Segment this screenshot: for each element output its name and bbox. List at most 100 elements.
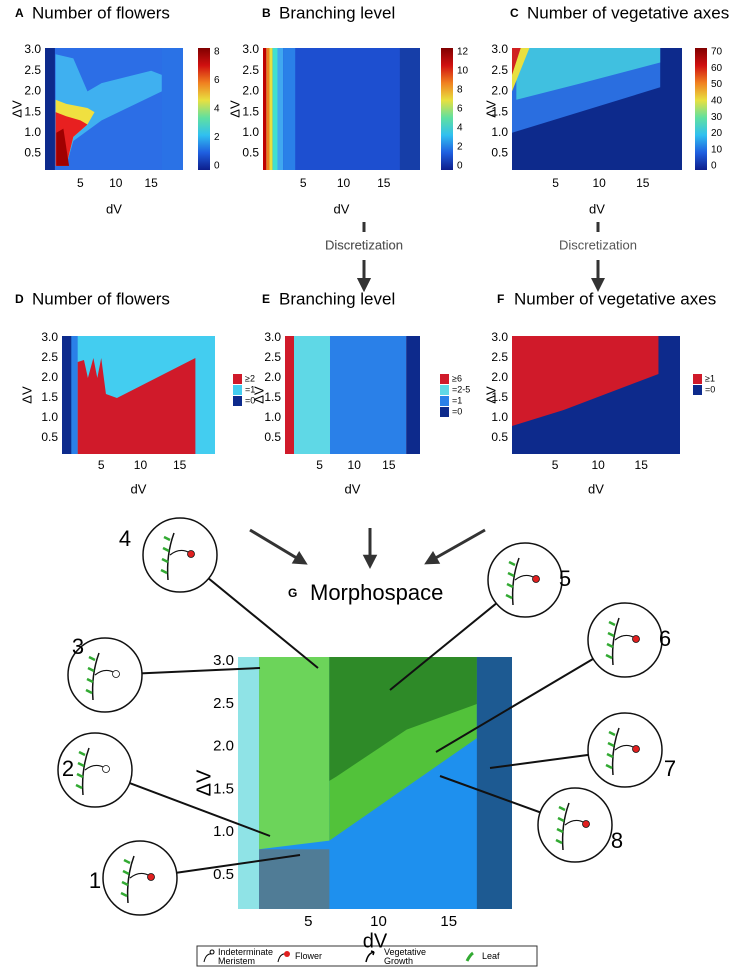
phenotype-leaf	[76, 772, 84, 779]
colorbar	[695, 48, 707, 170]
y-tick-label: 0.5	[264, 430, 281, 444]
y-tick-label: 0.5	[491, 430, 508, 444]
colorbar-tick-label: 20	[711, 128, 723, 139]
legend-swatch	[440, 396, 449, 406]
x-tick-label: 5	[98, 458, 105, 472]
legend-label: =1	[245, 384, 255, 394]
phenotype-number: 8	[611, 828, 623, 853]
heatmap-region	[294, 336, 330, 454]
y-tick-label: 0.5	[24, 146, 41, 160]
phenotype-organ	[102, 765, 110, 773]
legend-swatch	[440, 407, 449, 417]
colorbar-tick-label: 10	[711, 144, 723, 155]
legend-label: ≥6	[452, 373, 462, 383]
colorbar	[441, 48, 453, 170]
y-axis-label: ΔV	[9, 100, 24, 118]
phenotype-leaf	[86, 677, 94, 684]
legend-label: ≥1	[705, 373, 715, 383]
y-tick-label: 2.5	[41, 350, 58, 364]
phenotype-organ	[112, 670, 120, 678]
y-tick-label: 1.0	[242, 125, 259, 139]
legend-swatch	[233, 385, 242, 395]
y-tick-label: 1.5	[264, 390, 281, 404]
x-axis-label: dV	[106, 201, 122, 216]
legend-swatch	[440, 385, 449, 395]
x-tick-label: 10	[348, 458, 362, 472]
heatmap-region	[238, 657, 260, 909]
x-tick-label: 10	[592, 176, 606, 190]
arrow-head	[357, 278, 371, 292]
y-tick-label: 2.0	[242, 84, 259, 98]
x-tick-label: 10	[370, 913, 387, 930]
heatmap-region	[266, 48, 270, 170]
phenotype-leaf	[607, 741, 615, 748]
x-tick-label: 5	[77, 176, 84, 190]
phenotype-number: 4	[119, 526, 131, 551]
heatmap-region	[56, 128, 70, 166]
y-tick-label: 1.0	[213, 823, 234, 840]
colorbar-tick-label: 70	[711, 47, 723, 58]
phenotype-number: 6	[659, 626, 671, 651]
arrow-shaft	[431, 528, 486, 562]
legend-leaf-icon	[465, 951, 474, 962]
x-tick-label: 5	[316, 458, 323, 472]
y-tick-label: 2.5	[213, 695, 234, 712]
legend-swatch	[440, 374, 449, 384]
phenotype-stem	[166, 532, 175, 581]
x-tick-label: 15	[173, 458, 187, 472]
x-tick-label: 15	[635, 458, 649, 472]
phenotype-leaf	[163, 535, 171, 542]
x-tick-label: 10	[337, 176, 351, 190]
colorbar-tick-label: 6	[214, 75, 220, 86]
y-tick-label: 1.0	[24, 125, 41, 139]
phenotype-circle	[587, 712, 663, 788]
panel-title: Number of vegetative axes	[527, 3, 729, 22]
y-tick-label: 2.0	[264, 370, 281, 384]
y-axis-label: ΔV	[193, 769, 215, 796]
y-tick-label: 1.5	[24, 104, 41, 118]
panel-title: Branching level	[279, 3, 395, 22]
heatmap-region	[71, 336, 78, 454]
y-tick-label: 2.5	[491, 63, 508, 77]
heatmap-region	[283, 48, 296, 170]
x-tick-label: 10	[109, 176, 123, 190]
phenotype-organ	[187, 550, 195, 558]
heatmap-region	[259, 849, 330, 909]
phenotype-leaf	[606, 642, 614, 649]
y-tick-label: 1.5	[491, 390, 508, 404]
panel-title: Number of flowers	[32, 3, 170, 22]
colorbar-tick-label: 4	[457, 123, 463, 134]
x-tick-label: 15	[440, 913, 457, 930]
phenotype-stem	[126, 855, 135, 904]
phenotype-number: 5	[559, 566, 571, 591]
panel-letter: G	[288, 586, 297, 600]
x-axis-label: dV	[345, 481, 361, 496]
y-axis-label: ΔV	[19, 386, 34, 404]
y-tick-label: 0.5	[491, 146, 508, 160]
legend-label: =0	[452, 406, 462, 416]
y-tick-label: 2.5	[264, 350, 281, 364]
legend-swatch	[233, 374, 242, 384]
colorbar-tick-label: 10	[457, 66, 469, 77]
phenotype-circle	[102, 840, 178, 916]
panel-letter: E	[262, 292, 270, 306]
heatmap-region	[263, 48, 267, 170]
legend-label: =0	[705, 384, 715, 394]
colorbar-tick-label: 2	[214, 132, 220, 143]
arrow-head	[424, 551, 441, 565]
heatmap-region	[45, 48, 55, 170]
phenotype-leaf	[123, 858, 131, 865]
colorbar-tick-label: 2	[457, 142, 463, 153]
phenotype-leaf	[508, 560, 516, 567]
colorbar-tick-label: 12	[457, 47, 469, 58]
arrow-label: Discretization	[325, 237, 403, 252]
arrow-shaft	[249, 528, 301, 562]
y-tick-label: 1.5	[213, 780, 234, 797]
legend-text: Leaf	[482, 951, 500, 961]
heatmap-region	[512, 336, 659, 426]
phenotype-number: 2	[62, 756, 74, 781]
x-tick-label: 10	[134, 458, 148, 472]
heatmap-region	[77, 358, 196, 454]
phenotype-circle	[142, 517, 218, 593]
phenotype-leaf	[505, 593, 513, 600]
